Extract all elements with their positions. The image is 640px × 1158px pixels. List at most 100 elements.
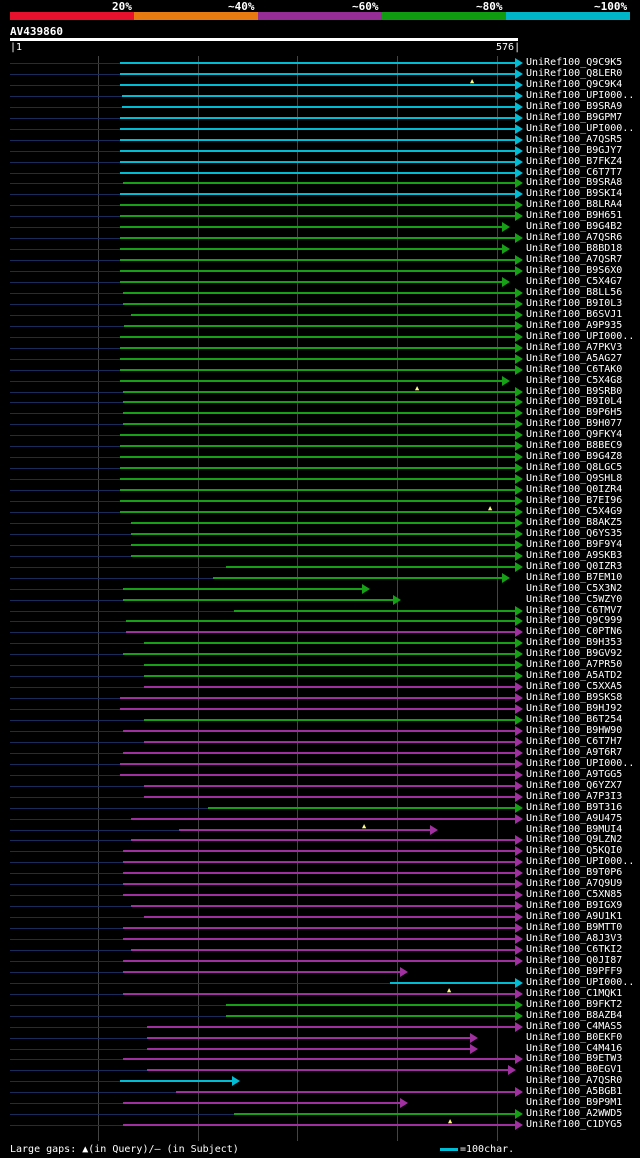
hit-alignment-bar[interactable]: [144, 686, 515, 689]
hit-alignment-bar[interactable]: [123, 751, 515, 754]
hit-row[interactable]: UniRef100_UPI000..: [0, 90, 640, 102]
hit-label[interactable]: UniRef100_B6T254: [526, 714, 623, 725]
hit-label[interactable]: UniRef100_C5XXA5: [526, 681, 623, 693]
hit-alignment-bar[interactable]: [144, 795, 515, 798]
hit-row[interactable]: UniRef100_B8BD18: [0, 243, 640, 255]
hit-row[interactable]: UniRef100_B6SVJ1: [0, 309, 640, 321]
hit-row[interactable]: UniRef100_B9FKT2: [0, 999, 640, 1011]
hit-alignment-bar[interactable]: [144, 719, 515, 721]
hit-label[interactable]: UniRef100_Q9SHL8: [526, 473, 623, 485]
hit-row[interactable]: UniRef100_B9IGX9: [0, 900, 640, 912]
hit-row[interactable]: UniRef100_B9G4Z8: [0, 451, 640, 463]
hit-row[interactable]: UniRef100_B9H353: [0, 637, 640, 649]
hit-row[interactable]: UniRef100_C4MAS5: [0, 1020, 640, 1033]
hit-alignment-bar[interactable]: [123, 927, 515, 930]
hit-alignment-bar[interactable]: [123, 291, 515, 294]
hit-alignment-bar[interactable]: [120, 445, 515, 448]
hit-row[interactable]: UniRef100_B9PFF9: [0, 966, 640, 978]
hit-label[interactable]: UniRef100_C1DYG5: [526, 1119, 623, 1131]
hit-alignment-bar[interactable]: [123, 1058, 515, 1061]
hit-row[interactable]: UniRef100_C5X4G8: [0, 375, 640, 387]
hit-alignment-bar[interactable]: [120, 270, 515, 273]
hit-alignment-bar[interactable]: [120, 83, 515, 86]
hit-label[interactable]: UniRef100_B8AKZ5: [526, 516, 623, 528]
hit-label[interactable]: UniRef100_B0EGV1: [526, 1064, 623, 1076]
hit-alignment-bar[interactable]: [120, 708, 515, 711]
hit-row[interactable]: UniRef100_A9SKB3: [0, 550, 640, 562]
hit-alignment-bar[interactable]: [120, 500, 515, 502]
hit-label[interactable]: UniRef100_B9HJ92: [526, 703, 623, 715]
hit-alignment-bar[interactable]: [120, 1080, 232, 1083]
hit-alignment-bar[interactable]: [126, 620, 515, 623]
hit-alignment-bar[interactable]: [120, 697, 515, 700]
hit-alignment-bar[interactable]: [226, 1003, 515, 1006]
hit-alignment-bar[interactable]: [123, 182, 515, 185]
hit-row[interactable]: UniRef100_C6TAK0: [0, 363, 640, 376]
hit-alignment-bar[interactable]: [144, 784, 515, 787]
hit-row[interactable]: UniRef100_B8LL56: [0, 287, 640, 299]
hit-label[interactable]: UniRef100_C6TAK0: [526, 363, 623, 375]
hit-alignment-bar[interactable]: [124, 324, 515, 327]
hit-label[interactable]: UniRef100_UPI000..: [526, 330, 635, 342]
hit-alignment-bar[interactable]: [120, 160, 515, 163]
hit-alignment-bar[interactable]: [131, 313, 515, 316]
hit-row[interactable]: UniRef100_B9MTT0: [0, 922, 640, 934]
hit-row[interactable]: UniRef100_C5WZY0: [0, 594, 640, 606]
hit-label[interactable]: UniRef100_Q9C9K5: [526, 57, 623, 68]
hit-label[interactable]: UniRef100_B9GV92: [526, 648, 623, 660]
hit-row[interactable]: UniRef100_A7PKV3: [0, 342, 640, 354]
hit-label[interactable]: UniRef100_Q0IZR4: [526, 484, 623, 496]
hit-alignment-bar[interactable]: [234, 1113, 515, 1116]
hit-row[interactable]: UniRef100_A5BGB1: [0, 1086, 640, 1098]
hit-row[interactable]: UniRef100_Q8LGC5: [0, 462, 640, 474]
hit-label[interactable]: UniRef100_A9TGG5: [526, 768, 623, 780]
hit-alignment-bar[interactable]: [131, 905, 515, 908]
hit-alignment-bar[interactable]: [120, 193, 515, 196]
hit-alignment-bar[interactable]: [120, 456, 515, 459]
hit-alignment-bar[interactable]: [120, 478, 515, 481]
hit-alignment-bar[interactable]: [120, 171, 515, 174]
hit-alignment-bar[interactable]: [123, 1124, 515, 1127]
hit-row[interactable]: UniRef100_Q0JI87: [0, 955, 640, 967]
hit-label[interactable]: UniRef100_B7EI96: [526, 495, 623, 506]
hit-label[interactable]: UniRef100_C4MAS5: [526, 1020, 623, 1032]
hit-row[interactable]: UniRef100_UPI000..: [0, 856, 640, 868]
hit-alignment-bar[interactable]: [120, 335, 515, 338]
hit-row[interactable]: ▲ UniRef100_C5X4G9: [0, 504, 640, 518]
hit-row[interactable]: UniRef100_B8BEC9: [0, 440, 640, 452]
hit-label[interactable]: UniRef100_Q9FKY4: [526, 429, 623, 441]
hit-label[interactable]: UniRef100_B9H353: [526, 637, 623, 649]
hit-alignment-bar[interactable]: [123, 938, 515, 940]
hit-alignment-bar[interactable]: [179, 828, 430, 831]
hit-alignment-bar[interactable]: [208, 806, 515, 809]
hit-label[interactable]: UniRef100_Q0IZR3: [526, 560, 623, 572]
hit-alignment-bar[interactable]: [120, 149, 515, 152]
hit-label[interactable]: UniRef100_A9P935: [526, 319, 623, 331]
hit-alignment-bar[interactable]: [120, 226, 502, 229]
hit-alignment-bar[interactable]: [226, 1014, 515, 1017]
hit-label[interactable]: UniRef100_B9GPM7: [526, 111, 623, 123]
hit-alignment-bar[interactable]: [123, 390, 515, 393]
hit-row[interactable]: UniRef100_B9T0P6: [0, 867, 640, 879]
hit-alignment-bar[interactable]: [120, 248, 502, 251]
hit-alignment-bar[interactable]: [123, 587, 362, 590]
hit-label[interactable]: UniRef100_UPI000..: [526, 976, 635, 988]
hit-label[interactable]: UniRef100_Q9C999: [526, 615, 623, 627]
hit-row[interactable]: ▲ UniRef100_C1DYG5: [0, 1118, 640, 1131]
hit-row[interactable]: UniRef100_Q5KQI0: [0, 845, 640, 857]
hit-label[interactable]: UniRef100_B0EKF0: [526, 1031, 623, 1043]
hit-row[interactable]: ▲ UniRef100_C1MQK1: [0, 986, 640, 1000]
hit-alignment-bar[interactable]: [131, 532, 515, 535]
hit-row[interactable]: UniRef100_A9T6R7: [0, 746, 640, 759]
hit-label[interactable]: UniRef100_A9T6R7: [526, 746, 623, 758]
hit-row[interactable]: UniRef100_A9U1K1: [0, 911, 640, 923]
hit-label[interactable]: UniRef100_A9U1K1: [526, 911, 623, 923]
hit-label[interactable]: UniRef100_C1MQK1: [526, 987, 623, 999]
hit-alignment-bar[interactable]: [144, 675, 515, 678]
hit-alignment-bar[interactable]: [123, 959, 515, 962]
hit-label[interactable]: UniRef100_B9P6H5: [526, 407, 623, 419]
hit-alignment-bar[interactable]: [123, 423, 515, 426]
hit-row[interactable]: ▲ UniRef100_B9MUI4: [0, 822, 640, 836]
hit-row[interactable]: UniRef100_B7FKZ4: [0, 156, 640, 168]
hit-label[interactable]: UniRef100_B9H651: [526, 210, 623, 222]
